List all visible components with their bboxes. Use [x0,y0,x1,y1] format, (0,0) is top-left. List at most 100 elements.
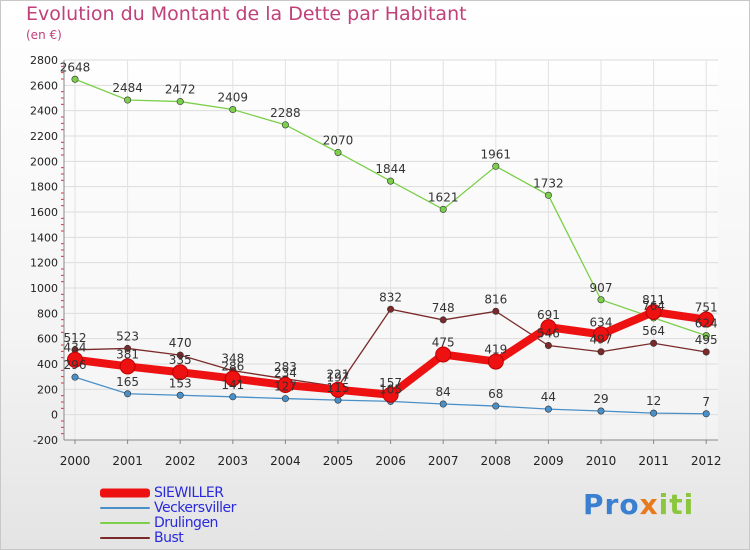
data-label-veckersviller: 12 [646,394,661,408]
point-bust [176,351,184,359]
data-label-siewiller: 197 [327,371,350,385]
data-label-drulingen: 1732 [533,176,564,190]
x-tick-label: 2004 [270,454,301,468]
legend-label: Drulingen [154,514,218,531]
point-siewiller [224,370,241,387]
point-siewiller [487,353,504,370]
legend: SIEWILLER Veckersviller Drulingen Bust [100,484,236,546]
point-siewiller [540,319,557,336]
data-label-siewiller: 157 [379,376,402,390]
y-tick-label: 2800 [30,54,58,67]
point-bust [650,339,658,347]
point-veckersviller [702,410,710,418]
point-drulingen [702,332,710,340]
point-drulingen [597,296,605,304]
point-siewiller [698,311,715,328]
point-veckersviller [650,409,658,417]
point-siewiller [67,351,83,368]
data-label-siewiller: 381 [116,347,139,361]
logo-part: x [639,488,659,521]
point-drulingen [229,106,237,114]
data-label-bust: 495 [695,333,718,347]
point-siewiller [435,346,452,363]
chart-title: Evolution du Montant de la Dette par Hab… [26,3,467,25]
point-siewiller [330,381,346,398]
data-label-veckersviller: 29 [593,392,608,406]
legend-item: SIEWILLER [100,484,236,501]
point-siewiller [593,326,609,343]
data-label-drulingen: 2648 [60,60,91,74]
legend-swatch-veckersviller [100,500,150,515]
data-label-siewiller: 434 [64,341,87,355]
x-tick-label: 2000 [60,454,91,468]
proxiti-logo: Proxiti [583,488,694,521]
y-tick-label: 0 [51,409,58,422]
data-label-veckersviller: 153 [169,376,192,390]
point-bust [387,305,395,313]
x-tick-label: 2005 [323,454,354,468]
data-label-siewiller: 751 [695,301,718,315]
legend-swatch-drulingen [100,515,150,530]
y-tick-label: 1800 [30,181,58,194]
data-label-drulingen: 2070 [323,133,354,147]
logo-part: Pro [583,488,640,521]
point-siewiller [172,364,189,381]
data-label-siewiller: 475 [432,336,455,350]
legend-swatch-siewiller [100,485,150,500]
x-tick-label: 2003 [218,454,249,468]
data-label-drulingen: 2472 [165,83,196,97]
data-label-veckersviller: 296 [64,358,87,372]
legend-label: Veckersviller [154,499,236,516]
data-label-bust: 497 [590,333,613,347]
data-label-veckersviller: 141 [221,378,244,392]
data-label-bust: 832 [379,290,402,304]
x-tick-label: 2011 [638,454,669,468]
point-drulingen [71,75,79,83]
data-label-bust: 523 [116,329,139,343]
point-bust [544,342,552,350]
data-label-siewiller: 691 [537,308,560,322]
point-veckersviller [439,400,447,408]
x-tick-label: 2012 [691,454,722,468]
point-veckersviller [597,407,605,415]
legend-label: SIEWILLER [154,484,224,501]
data-label-veckersviller: 44 [541,390,556,404]
x-tick-label: 2009 [533,454,564,468]
data-label-bust: 221 [327,368,350,382]
legend-item: Bust [100,529,236,546]
data-label-drulingen: 624 [695,317,718,331]
data-label-veckersviller: 68 [488,387,503,401]
point-drulingen [334,148,342,156]
y-tick-label: 1400 [30,231,58,244]
data-label-bust: 816 [484,292,507,306]
point-veckersviller [71,373,79,381]
x-tick-label: 2002 [165,454,196,468]
data-label-bust: 348 [221,352,244,366]
data-label-bust: 748 [432,301,455,315]
data-label-drulingen: 2409 [218,91,249,105]
data-label-drulingen: 1844 [375,162,406,176]
data-label-drulingen: 1621 [428,190,459,204]
y-tick-label: 1000 [30,282,58,295]
point-siewiller [277,377,294,394]
point-veckersviller [124,390,132,398]
point-drulingen [281,121,289,129]
data-label-veckersviller: 127 [274,380,297,394]
y-tick-label: 2200 [30,130,58,143]
data-label-veckersviller: 115 [327,381,350,395]
y-tick-label: 2000 [30,155,58,168]
point-drulingen [387,177,395,185]
x-tick-label: 2007 [428,454,459,468]
legend-label: Bust [154,529,184,546]
data-label-drulingen: 764 [642,299,665,313]
point-veckersviller [334,396,342,404]
data-label-siewiller: 634 [590,315,613,329]
x-tick-label: 2001 [112,454,143,468]
y-tick-label: 2400 [30,105,58,118]
y-tick-label: 600 [37,333,58,346]
y-tick-label: 1200 [30,257,58,270]
x-tick-label: 2008 [481,454,512,468]
point-drulingen [124,96,132,104]
y-tick-label: 400 [37,358,58,371]
